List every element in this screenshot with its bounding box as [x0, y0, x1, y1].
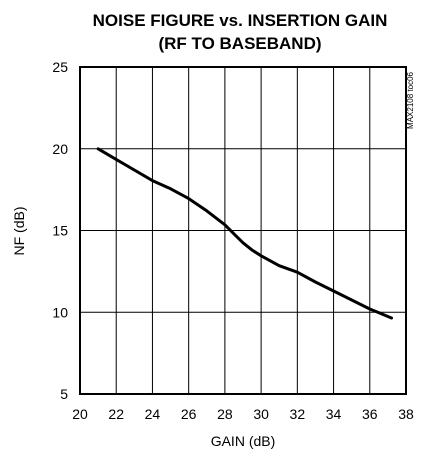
x-tick-label: 24	[145, 406, 161, 422]
x-axis-label: GAIN (dB)	[211, 433, 276, 449]
plot-frame	[79, 66, 407, 395]
y-tick-labels: 5 10 15 20 25	[52, 59, 68, 402]
series-line	[96, 147, 393, 320]
chart-code-annotation: MAX2108 toc06	[406, 71, 415, 128]
x-tick-label: 32	[290, 406, 306, 422]
chart-title: NOISE FIGURE vs. INSERTION GAIN	[93, 11, 388, 30]
y-tick-label: 20	[52, 141, 68, 157]
x-tick-label: 30	[253, 406, 269, 422]
y-tick-label: 25	[52, 59, 68, 75]
x-tick-label: 22	[108, 406, 124, 422]
y-axis-label: NF (dB)	[11, 207, 27, 256]
x-tick-label: 20	[72, 406, 88, 422]
x-tick-label: 36	[362, 406, 378, 422]
x-tick-label: 38	[398, 406, 414, 422]
x-tick-label: 34	[326, 406, 342, 422]
grid	[79, 66, 407, 395]
y-tick-label: 5	[60, 386, 68, 402]
chart-subtitle: (RF TO BASEBAND)	[158, 34, 321, 53]
y-tick-label: 15	[52, 223, 68, 239]
x-tick-label: 28	[217, 406, 233, 422]
x-tick-labels: 20 22 24 26 28 30 32 34 36 38	[72, 406, 414, 422]
y-tick-label: 10	[52, 304, 68, 320]
x-tick-label: 26	[181, 406, 197, 422]
